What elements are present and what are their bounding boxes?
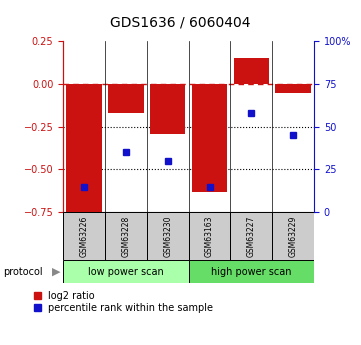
Text: protocol: protocol [4,267,43,277]
Text: GSM63229: GSM63229 [289,216,298,257]
Legend: log2 ratio, percentile rank within the sample: log2 ratio, percentile rank within the s… [34,291,213,313]
Bar [230,212,272,260]
Bar [105,212,147,260]
Text: ▶: ▶ [52,267,60,277]
Bar [108,84,144,113]
Text: GSM63226: GSM63226 [79,216,88,257]
Text: GSM63163: GSM63163 [205,216,214,257]
Bar [272,212,314,260]
Bar [275,84,311,92]
Text: GDS1636 / 6060404: GDS1636 / 6060404 [110,16,251,30]
Bar [150,84,186,134]
Bar [63,212,105,260]
Bar [234,59,269,84]
Text: GSM63227: GSM63227 [247,216,256,257]
Text: high power scan: high power scan [211,267,292,277]
Text: low power scan: low power scan [88,267,164,277]
Bar [147,212,188,260]
Bar [192,84,227,192]
Bar [188,212,230,260]
Text: GSM63230: GSM63230 [163,216,172,257]
Bar [66,84,102,217]
Bar [188,260,314,283]
Text: GSM63228: GSM63228 [121,216,130,257]
Bar [63,260,188,283]
